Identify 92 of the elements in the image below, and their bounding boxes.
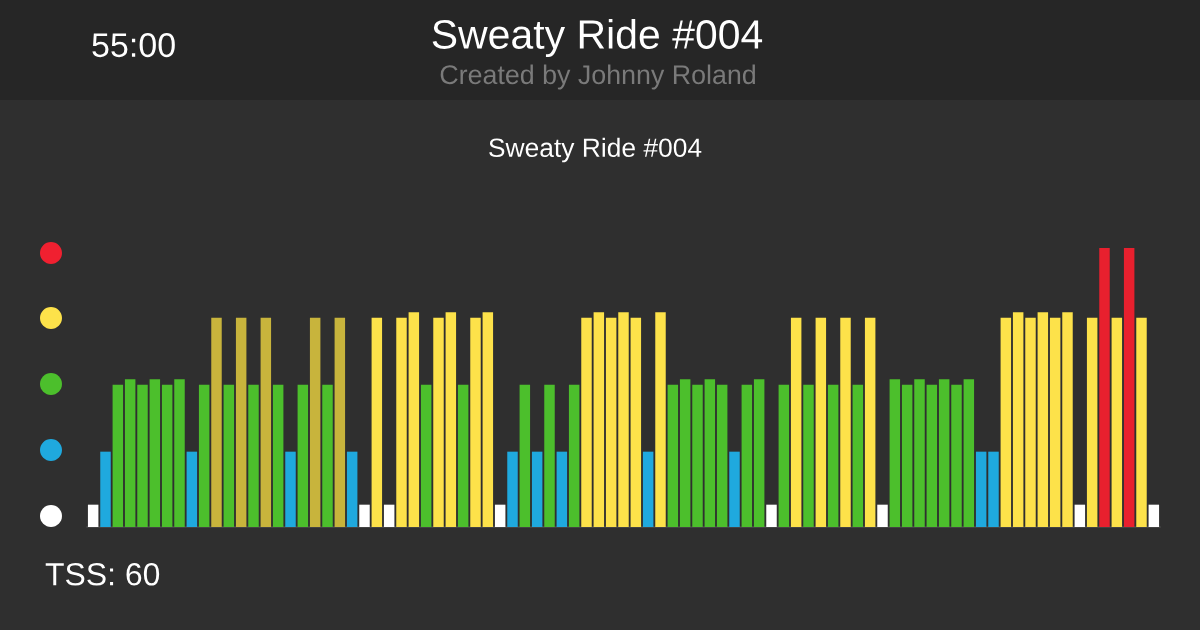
bar (1123, 248, 1135, 527)
bar (137, 384, 148, 527)
chart-subtitle: Created by Johnny Roland (440, 64, 755, 90)
bar (1025, 317, 1036, 527)
bar (655, 312, 666, 527)
bar (741, 384, 753, 527)
bar (248, 384, 259, 527)
bar (716, 384, 728, 527)
bar (149, 379, 161, 527)
bar (211, 317, 222, 527)
bar (692, 384, 703, 527)
bar (568, 384, 580, 527)
bar (766, 504, 777, 527)
bar (951, 384, 962, 527)
bar (729, 451, 740, 527)
bar (864, 317, 876, 527)
bar (963, 379, 975, 527)
bar (840, 317, 851, 527)
bar (642, 451, 654, 527)
bar (260, 317, 272, 527)
bar (938, 379, 950, 527)
text: 55:00 (92, 33, 175, 58)
bar (223, 384, 235, 527)
bar (445, 312, 457, 527)
bar (396, 317, 407, 527)
bar (161, 384, 173, 527)
bar (618, 312, 629, 527)
bar (975, 451, 987, 527)
bar (581, 317, 592, 527)
bar (309, 317, 321, 527)
bar (174, 379, 185, 527)
bar (383, 504, 395, 527)
bar (346, 451, 358, 527)
bar (371, 317, 383, 527)
bar (593, 312, 605, 527)
bar (1099, 248, 1110, 527)
bar (1148, 504, 1160, 527)
bar (1012, 312, 1024, 527)
bar (359, 504, 370, 527)
bar (889, 379, 901, 527)
bar (124, 379, 136, 527)
bar (630, 317, 642, 527)
bar (988, 451, 999, 527)
bar (297, 384, 309, 527)
bar (100, 451, 111, 527)
bar (87, 504, 99, 527)
bar (285, 451, 296, 527)
bar (803, 384, 814, 527)
bar (322, 384, 333, 527)
bar (790, 317, 802, 527)
text: TSS: 60 (45, 562, 160, 586)
bar (667, 384, 679, 527)
bar (420, 384, 432, 527)
bar (1000, 317, 1012, 527)
bar (914, 379, 925, 527)
bar (235, 317, 247, 527)
bar (679, 379, 691, 527)
bar (1062, 312, 1073, 527)
bar (778, 384, 790, 527)
bar (519, 384, 531, 527)
bar (827, 384, 839, 527)
chart-title: Sweaty Ride #004 (432, 18, 763, 58)
bar (544, 384, 555, 527)
bar (704, 379, 716, 527)
bar (457, 384, 469, 527)
bar (112, 384, 124, 527)
bar (494, 504, 506, 527)
bar (753, 379, 765, 527)
bar (815, 317, 827, 527)
bar (408, 312, 420, 527)
bar (556, 451, 568, 527)
bar (186, 451, 198, 527)
bar (877, 504, 888, 527)
bar (531, 451, 543, 527)
bar (605, 317, 617, 527)
bar (1037, 312, 1049, 527)
bar (334, 317, 346, 527)
bar (272, 384, 284, 527)
bar (901, 384, 913, 527)
bar (1136, 317, 1147, 527)
bar (470, 317, 481, 527)
text: Sweaty Ride #004 (489, 137, 702, 163)
bar (1086, 317, 1098, 527)
bar (1049, 317, 1061, 527)
bar (433, 317, 444, 527)
bar (198, 384, 210, 527)
bar (507, 451, 518, 527)
bar (926, 384, 938, 527)
bar (1111, 317, 1123, 527)
bar (482, 312, 494, 527)
bar (852, 384, 864, 527)
bar (1074, 504, 1086, 527)
